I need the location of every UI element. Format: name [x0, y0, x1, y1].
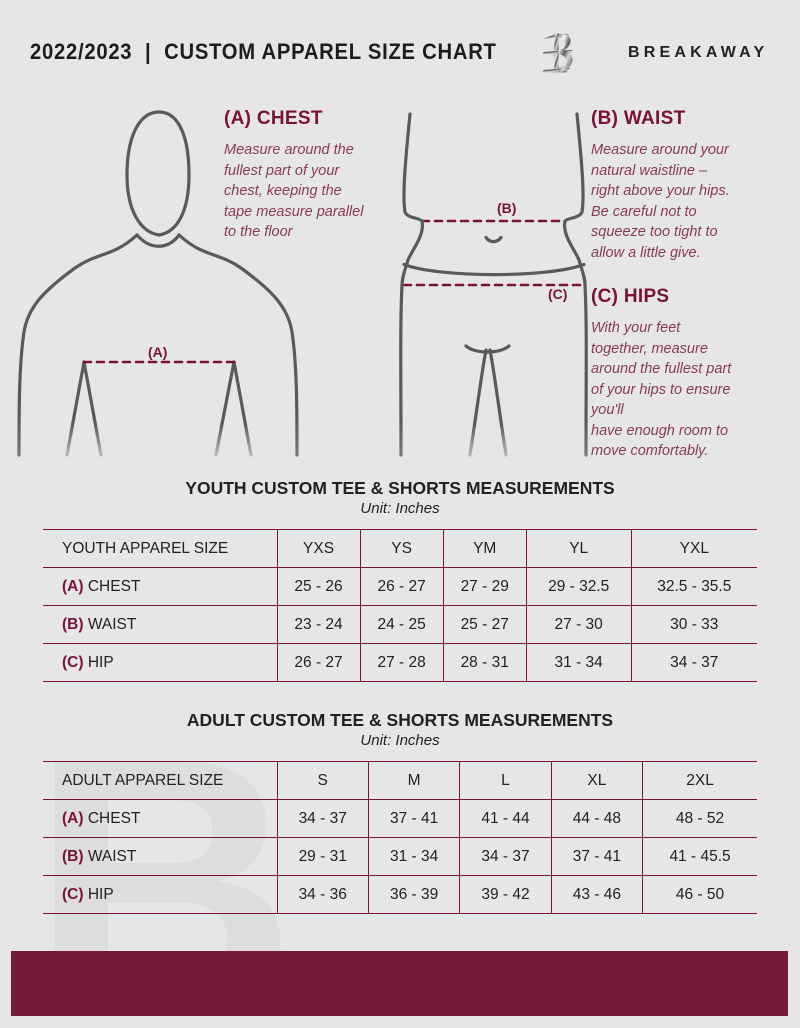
svg-text:(A): (A): [148, 344, 167, 360]
svg-text:(B): (B): [497, 200, 516, 216]
svg-text:(C): (C): [548, 286, 567, 302]
